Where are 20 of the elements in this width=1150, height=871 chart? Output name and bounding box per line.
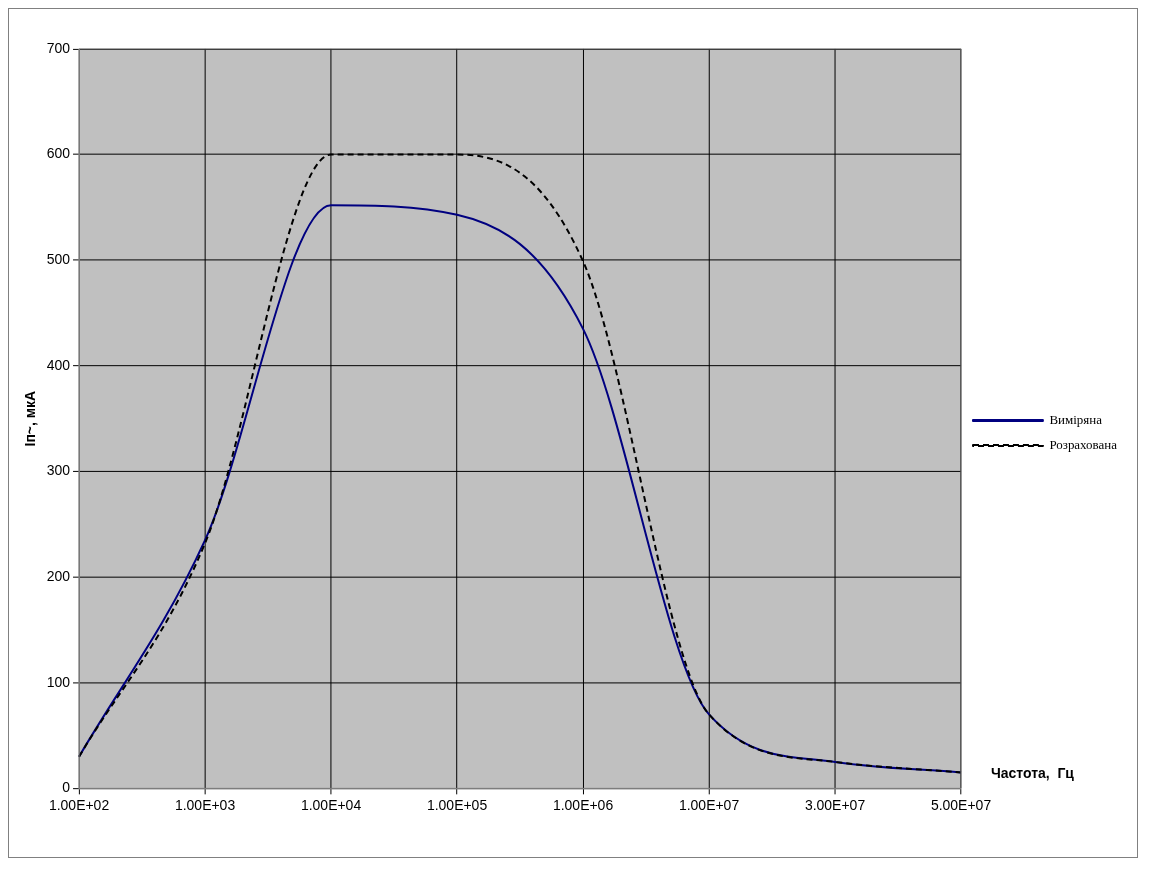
- x-tick-label: 1.00E+04: [300, 796, 362, 813]
- y-tick-label: 100: [46, 673, 71, 690]
- y-tick-label: 400: [46, 356, 71, 373]
- x-tick-label: 1.00E+06: [552, 796, 614, 813]
- x-tick-label: 5.00E+07: [930, 796, 992, 813]
- x-axis-title: Частота, Гц: [990, 765, 1075, 782]
- text: Виміряна: [1049, 411, 1103, 427]
- y-tick-label: 200: [46, 567, 71, 584]
- x-tick-label: 3.00E+07: [804, 796, 866, 813]
- x-tick-label: 1.00E+03: [174, 796, 236, 813]
- y-tick-label: 500: [46, 251, 71, 268]
- y-tick-label: 300: [46, 462, 71, 479]
- y-tick-label: 700: [46, 39, 71, 56]
- y-tick-label: 600: [46, 145, 71, 162]
- x-tick-label: 1.00E+02: [48, 796, 110, 813]
- x-tick-label: 1.00E+07: [678, 796, 740, 813]
- y-tick-label: 0: [62, 779, 71, 796]
- text: Розрахована: [1049, 436, 1118, 452]
- x-tick-label: 1.00E+05: [426, 796, 488, 813]
- y-axis-title: Iп~, мкА: [22, 390, 39, 447]
